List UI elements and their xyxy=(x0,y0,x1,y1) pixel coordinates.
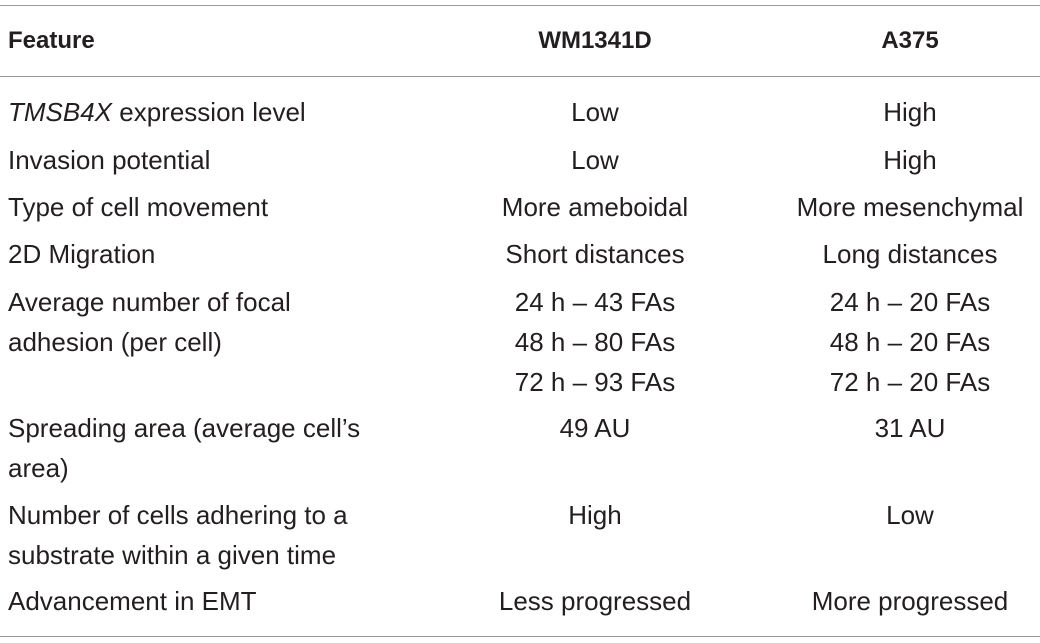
row-a375: More progressed xyxy=(811,586,1009,616)
row-feature: 2D Migration xyxy=(8,239,156,269)
table-top-rule xyxy=(0,5,1040,6)
row-wm1341d: Short distances xyxy=(505,239,685,269)
row-feature: Invasion potential xyxy=(8,145,211,175)
row-wm1341d: Low xyxy=(571,97,619,127)
row-wm1341d: More ameboidal xyxy=(501,192,689,222)
row-a375: 24 h – 20 FAs 48 h – 20 FAs 72 h – 20 FA… xyxy=(829,287,991,397)
row-wm1341d: Low xyxy=(571,145,619,175)
row-a375: High xyxy=(883,97,937,127)
row-feature: Advancement in EMT xyxy=(8,586,257,616)
row-a375: 31 AU xyxy=(874,413,946,443)
row-feature: Number of cells adhering to a substrate … xyxy=(8,500,348,570)
row-a375: Long distances xyxy=(822,239,998,269)
row-wm1341d: 24 h – 43 FAs 48 h – 80 FAs 72 h – 93 FA… xyxy=(514,287,676,397)
row-a375: Low xyxy=(886,500,934,530)
row-wm1341d: High xyxy=(568,500,622,530)
row-feature: TMSB4X expression level xyxy=(8,97,306,127)
table-header-rule xyxy=(0,76,1040,77)
row-a375: High xyxy=(883,145,937,175)
row-feature: Spreading area (average cell’s area) xyxy=(8,413,361,483)
gene-name: TMSB4X xyxy=(8,97,113,127)
table-bottom-rule xyxy=(0,636,1040,637)
header-feature: Feature xyxy=(8,27,95,54)
row-wm1341d: 49 AU xyxy=(559,413,631,443)
row-wm1341d: Less progressed xyxy=(498,586,692,616)
row-feature: Type of cell movement xyxy=(8,192,269,222)
header-a375: A375 xyxy=(881,27,939,54)
header-wm1341d: WM1341D xyxy=(538,27,652,54)
row-feature: Average number of focal adhesion (per ce… xyxy=(8,287,291,357)
row-a375: More mesenchymal xyxy=(796,192,1024,222)
